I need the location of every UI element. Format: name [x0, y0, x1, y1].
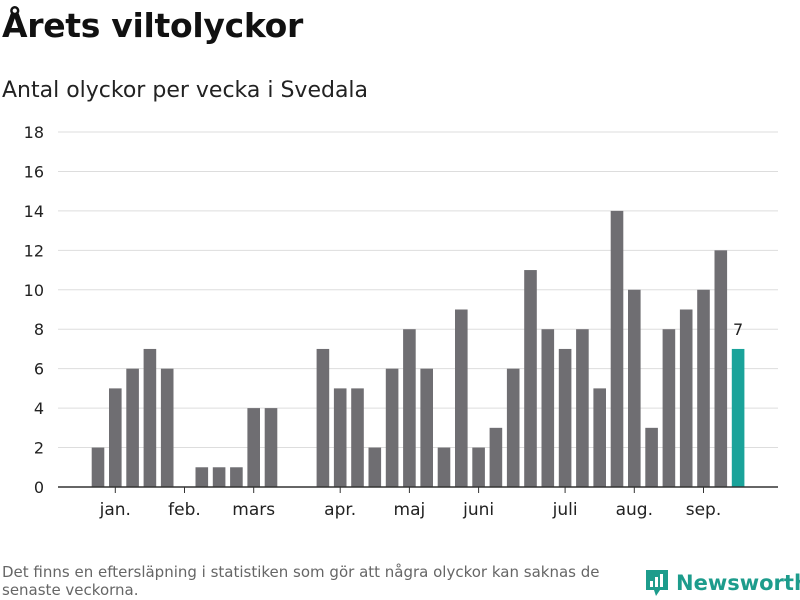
y-axis-ticks: 0 2 4 6 8 10 12 14 16 18 [24, 123, 44, 497]
x-tick-label: maj [394, 500, 426, 520]
y-tick-label: 4 [34, 399, 44, 418]
x-tick-label: mars [232, 500, 275, 520]
x-tick-label: aug. [616, 500, 653, 520]
bar [143, 348, 157, 487]
gridlines [58, 131, 778, 449]
x-tick-label: feb. [168, 500, 201, 520]
y-tick-label: 6 [34, 360, 44, 379]
bar [662, 329, 676, 487]
bars [91, 210, 745, 487]
y-tick-label: 2 [34, 439, 44, 458]
bar [91, 447, 105, 487]
bar [610, 210, 624, 487]
bar [455, 309, 468, 487]
bar [160, 368, 174, 487]
y-tick-label: 10 [24, 281, 44, 300]
data-label: 7 [733, 320, 743, 339]
bar [230, 467, 243, 487]
bar [679, 309, 693, 487]
y-tick-label: 8 [34, 320, 44, 339]
x-tick-label: apr. [324, 500, 356, 520]
bar [628, 289, 641, 487]
bar [316, 348, 330, 487]
brand-name: Newsworthy [676, 571, 800, 595]
bar [506, 368, 520, 487]
data-labels: 7 [733, 320, 743, 339]
footnote: Det finns en eftersläpning i statistiken… [2, 563, 600, 599]
bar [403, 329, 416, 487]
bar [541, 329, 555, 487]
bar [109, 388, 122, 487]
bar [126, 368, 139, 487]
chart-title: Årets viltolyckor [2, 6, 303, 45]
bar [524, 270, 537, 487]
bar [247, 408, 260, 487]
bar [472, 447, 485, 487]
x-tick-label: juni [462, 500, 494, 520]
x-tick-label: juli [552, 500, 578, 520]
x-axis-ticks: jan. feb. mars apr. maj juni juli aug. sep. [99, 487, 722, 520]
bar [368, 447, 382, 487]
y-tick-label: 0 [34, 478, 44, 497]
bar [333, 388, 347, 487]
bar [212, 467, 226, 487]
bar [351, 388, 364, 487]
bar [420, 368, 433, 487]
y-tick-label: 16 [24, 162, 44, 181]
y-tick-label: 14 [24, 202, 44, 221]
x-tick-label: jan. [99, 500, 131, 520]
y-tick-label: 12 [24, 241, 44, 260]
bar [558, 348, 572, 487]
chart-subtitle: Antal olyckor per vecka i Svedala [2, 78, 369, 103]
bar [714, 250, 728, 487]
bar [697, 289, 710, 487]
bar [731, 348, 745, 487]
y-tick-label: 18 [24, 123, 44, 142]
bar [437, 447, 451, 487]
bar [264, 408, 278, 487]
brand-logo: Newsworthy [644, 568, 800, 598]
x-tick-label: sep. [686, 500, 722, 520]
bar [195, 467, 209, 487]
bar [489, 427, 503, 487]
newsworthy-logo-icon [646, 570, 668, 596]
bar [593, 388, 606, 487]
bar [576, 329, 589, 487]
bar [385, 368, 399, 487]
bar [645, 427, 658, 487]
